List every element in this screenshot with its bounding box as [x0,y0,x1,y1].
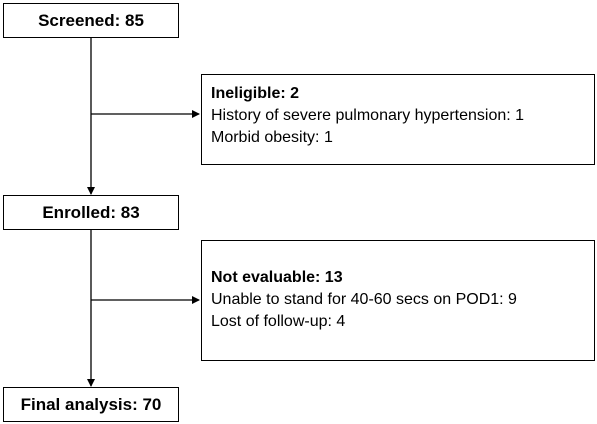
ineligible-reason: Morbid obesity: 1 [211,129,333,146]
screened-box: Screened: 85 [3,3,179,38]
ineligible-heading: Ineligible: 2 [211,85,300,102]
final-analysis-label: Final analysis: 70 [20,394,162,414]
screened-label: Screened: 85 [38,10,144,30]
ineligible-box: Ineligible: 2 History of severe pulmonar… [201,74,595,165]
not-evaluable-box: Not evaluable: 13 Unable to stand for 40… [201,240,595,361]
enrolled-box: Enrolled: 83 [3,195,179,230]
ineligible-reason: History of severe pulmonary hypertension… [211,107,525,124]
not-evaluable-reason: Unable to stand for 40-60 secs on POD1: … [211,291,517,308]
not-evaluable-reason: Lost of follow-up: 4 [211,313,346,330]
enrolled-label: Enrolled: 83 [42,202,140,222]
final-analysis-box: Final analysis: 70 [3,387,179,422]
not-evaluable-heading: Not evaluable: 13 [211,269,343,286]
